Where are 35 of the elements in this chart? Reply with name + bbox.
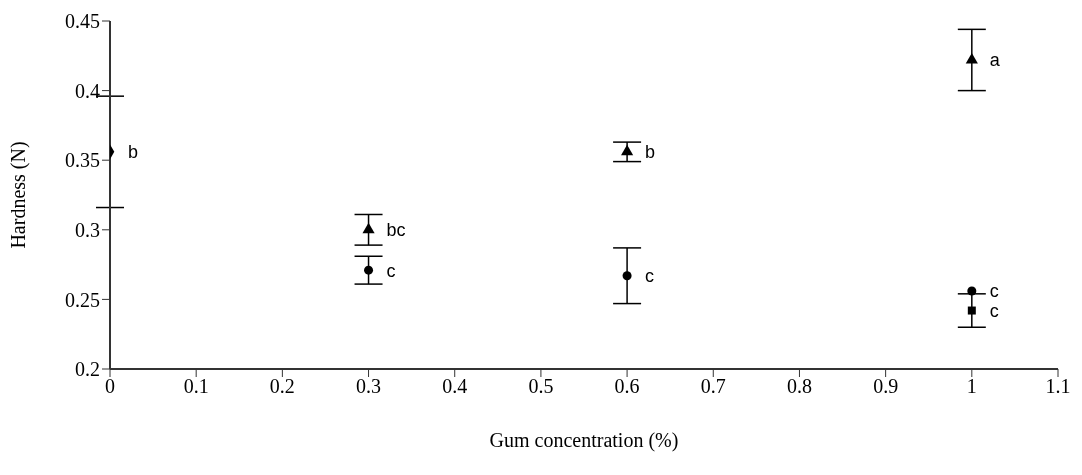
- x-tick-label: 0.9: [873, 375, 899, 398]
- x-tick-label: 0.3: [356, 375, 382, 398]
- y-tick-label: 0.3: [75, 218, 100, 241]
- point: [362, 222, 375, 234]
- x-tick-label: 0.4: [442, 375, 468, 398]
- y-tick-label: 0.35: [65, 149, 100, 172]
- x-axis-title: Gum concentration (%): [489, 429, 679, 452]
- annotation: c: [386, 260, 396, 281]
- x-tick-label: 0.6: [614, 375, 640, 398]
- annotation: c: [989, 281, 999, 302]
- y-tick-label: 0.4: [75, 79, 100, 102]
- x-tick-label: 0.5: [528, 375, 554, 398]
- annotation: b: [645, 142, 656, 163]
- x-tick-label: 1.1: [1045, 375, 1071, 398]
- annotation: bc: [386, 220, 406, 241]
- x-tick-label: 0.7: [700, 375, 726, 398]
- x-tick-label: 0: [105, 375, 115, 398]
- point: [364, 265, 374, 275]
- y-tick-label: 0.2: [75, 358, 100, 381]
- point: [621, 144, 634, 156]
- x-tick-label: 0.1: [183, 375, 209, 398]
- annotation: a: [989, 50, 1001, 71]
- y-tick-label: 0.45: [65, 10, 100, 33]
- annotation: c: [645, 266, 655, 287]
- annotation: b: [128, 142, 139, 163]
- y-tick-label: 0.25: [65, 288, 100, 311]
- point: [967, 286, 977, 296]
- point: [967, 306, 976, 315]
- x-tick-label: 0.8: [786, 375, 812, 398]
- annotation: c: [989, 300, 999, 321]
- y-axis-title: Hardness (N): [7, 141, 31, 249]
- x-tick-label: 1: [966, 375, 977, 398]
- point: [965, 52, 978, 64]
- x-tick-label: 0.2: [269, 375, 295, 398]
- point: [622, 271, 632, 281]
